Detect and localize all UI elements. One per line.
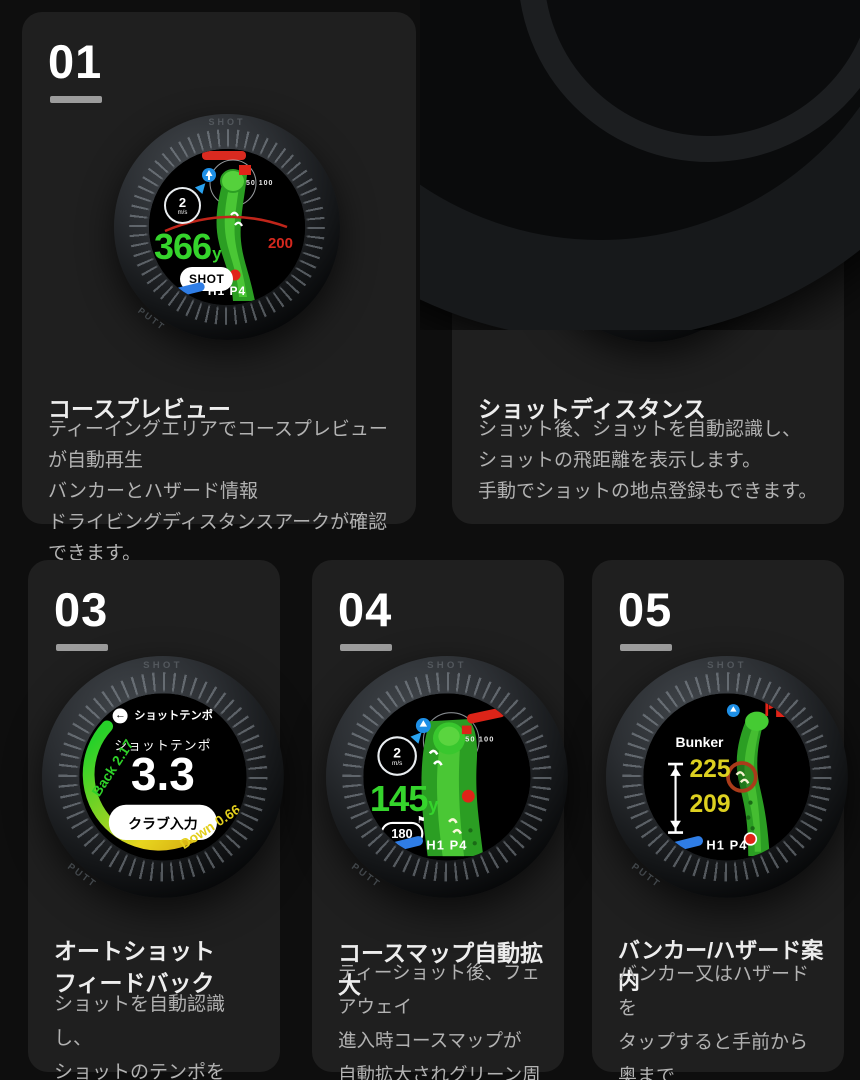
- feature-number: 02: [478, 35, 533, 88]
- hazard-name-label: Bunker: [675, 734, 724, 751]
- hazard-back-distance: 209: [689, 789, 731, 818]
- back-arrow-icon: ←: [112, 707, 128, 723]
- feature-description: ショット後、ショットを自動認識し、 ショットの飛距離を表示します。 手動でショッ…: [478, 419, 818, 502]
- distance-readout: 366y: [154, 226, 222, 267]
- wind-speed: 2: [178, 194, 187, 210]
- shot-badge: SHOT: [180, 267, 234, 291]
- hole-info: H1 P4: [207, 284, 247, 298]
- tempo-label: ショットテンポ: [114, 738, 212, 754]
- bezel-putt-label: PUTT: [560, 307, 592, 335]
- feature-card-01: 01 SHOT PUTT: [22, 12, 416, 564]
- green-depth-label: 50 100: [465, 736, 495, 744]
- watch-screen: ← ショットテンポ ショットテンポ 3.3 クラブ入力 Back 2.17 Do…: [79, 693, 247, 861]
- watch-screen: 50 100 2 m/s 145y 180 ⚑ H1 P4: [363, 693, 531, 861]
- bezel-putt-label: PUTT: [65, 860, 100, 890]
- wind-unit: m/s: [177, 209, 188, 216]
- feature-title: コースプレビュー: [48, 396, 231, 422]
- feature-title: オートショット フィードバック: [54, 938, 215, 997]
- feature-number: 01: [48, 35, 103, 88]
- club-input-button: クラブ入力: [600, 263, 702, 296]
- feature-description: ショットを自動認識し、 ショットのテンポを 表示します。: [54, 994, 226, 1080]
- screen-header: ← ショットテンポ: [79, 707, 246, 723]
- bezel-shot-label: SHOT: [632, 119, 670, 129]
- number-underline: [340, 644, 392, 651]
- wind-indicator: 2 m/s: [377, 728, 426, 776]
- watch-screen: ← Shot Distance Tempo 2.8 195 クラブ入力: [573, 151, 729, 307]
- feature-description: ティーイングエリアでコースプレビューが自動再生 バンカーとハザード情報 ドライビ…: [48, 419, 388, 564]
- bezel-shot-label: SHOT: [208, 117, 246, 127]
- feature-card-03: 03 SHOT PUTT ←: [28, 560, 284, 1080]
- feature-card-02: 02 SHOT PUTT ← Shot Distance Tempo 2.8 19…: [452, 12, 844, 524]
- bezel-shot-label: SHOT: [143, 659, 183, 670]
- hole-info: H1 P4: [706, 837, 748, 853]
- feature-title: コースマップ自動拡大: [338, 940, 544, 999]
- course-map-graphic: [164, 151, 288, 301]
- feature-title: ショットディスタンス: [478, 396, 706, 422]
- number-underline: [56, 644, 108, 651]
- feature-number: 04: [338, 583, 393, 636]
- flag-icon: ⚑: [416, 814, 426, 826]
- wind-speed: 2: [393, 744, 402, 761]
- distance-readout: 145y: [369, 779, 439, 820]
- feature-description: バンカー又はハザードを タップすると手前から奥まで の距離を案内します。: [618, 964, 809, 1080]
- watch-screen: Bunker 225 209 H1 P4: [643, 693, 811, 861]
- number-underline: [480, 96, 532, 103]
- wind-indicator: 2 m/s: [164, 179, 210, 224]
- green-depth-label: 50 100: [246, 180, 274, 187]
- club-input-button: クラブ入力: [108, 804, 217, 841]
- watch-bunker-hazard: SHOT PUTT: [606, 656, 848, 898]
- watch-course-zoom: SHOT PUTT: [326, 656, 568, 898]
- watch-tempo-feedback: SHOT PUTT ← ショットテンポ ショットテ: [42, 656, 284, 898]
- wind-unit: m/s: [391, 760, 403, 767]
- hole-info: H1 P4: [426, 837, 468, 853]
- watch-course-preview: SHOT PUTT: [114, 114, 340, 340]
- bezel-shot-label: SHOT: [427, 659, 467, 670]
- zoomed-course-map-graphic: [415, 707, 506, 857]
- feature-description: ティーショット後、フェアウェイ 進入時コースマップが 自動拡大されグリーン周辺 …: [338, 962, 541, 1080]
- feature-number: 03: [54, 583, 109, 636]
- tempo-value: 3.3: [130, 749, 195, 801]
- back-arrow-icon: ←: [602, 164, 617, 178]
- feature-card-04: 04 SHOT PUTT: [312, 560, 568, 1080]
- number-underline: [620, 644, 672, 651]
- screen-header: ← Shot Distance: [602, 164, 700, 178]
- bezel-putt-label: PUTT: [349, 860, 384, 890]
- watch-shot-distance: SHOT PUTT ← Shot Distance Tempo 2.8 195: [538, 116, 764, 342]
- watch-screen: 50 100 2 m/s 366y 200 SHOT H1 P4: [149, 149, 305, 305]
- bunker-course-map-graphic: [668, 699, 786, 857]
- bezel-shot-label: SHOT: [707, 659, 747, 670]
- feature-number: 05: [618, 583, 673, 636]
- feature-title: バンカー/ハザード案内: [618, 938, 824, 994]
- arc-distance: 200: [267, 235, 293, 252]
- number-underline: [50, 96, 102, 103]
- hazard-front-distance: 225: [689, 754, 731, 783]
- bezel-putt-label: PUTT: [629, 860, 664, 890]
- bezel-putt-label: PUTT: [136, 305, 168, 333]
- feature-card-05: 05 SHOT PUTT: [592, 560, 848, 1080]
